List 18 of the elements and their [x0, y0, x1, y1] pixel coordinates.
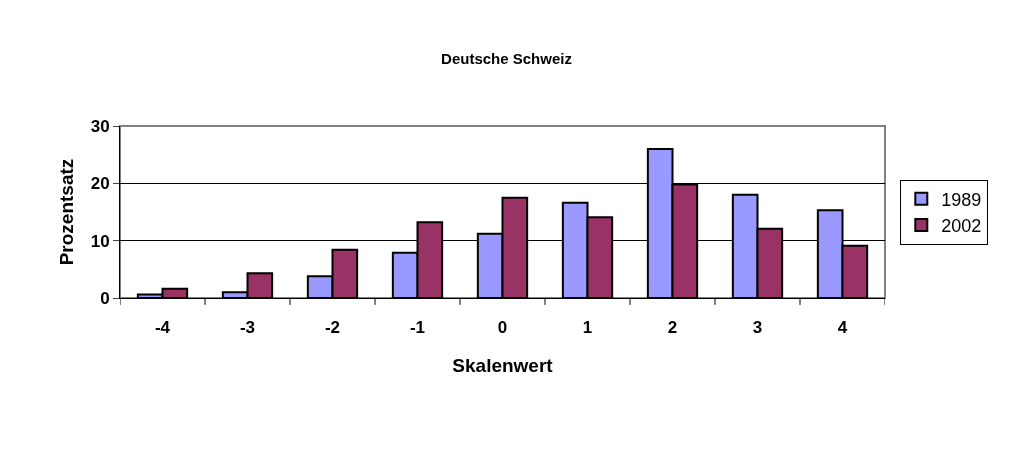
x-tick-label: 2 — [667, 318, 678, 338]
x-tick-label: -4 — [154, 318, 171, 338]
y-tick-label: 30 — [90, 116, 110, 136]
x-tick-label: 1 — [582, 318, 593, 338]
y-tick-label: 20 — [90, 174, 110, 194]
legend-label: 2002 — [941, 216, 982, 237]
chart-title: Deutsche Schweiz — [441, 49, 572, 67]
x-tick-label: -2 — [324, 318, 341, 338]
x-tick-label: -3 — [239, 318, 256, 338]
y-tick-label: 0 — [100, 288, 110, 308]
x-tick-label: 3 — [752, 318, 763, 338]
x-tick-label: 0 — [497, 318, 508, 338]
x-tick-label: -1 — [409, 318, 426, 338]
x-tick-label: 4 — [837, 318, 848, 338]
y-tick-label: 10 — [90, 231, 110, 251]
x-axis-title: Skalenwert — [452, 355, 554, 377]
legend-label: 1989 — [941, 189, 982, 210]
y-axis-title: Prozentsatz — [55, 158, 77, 266]
